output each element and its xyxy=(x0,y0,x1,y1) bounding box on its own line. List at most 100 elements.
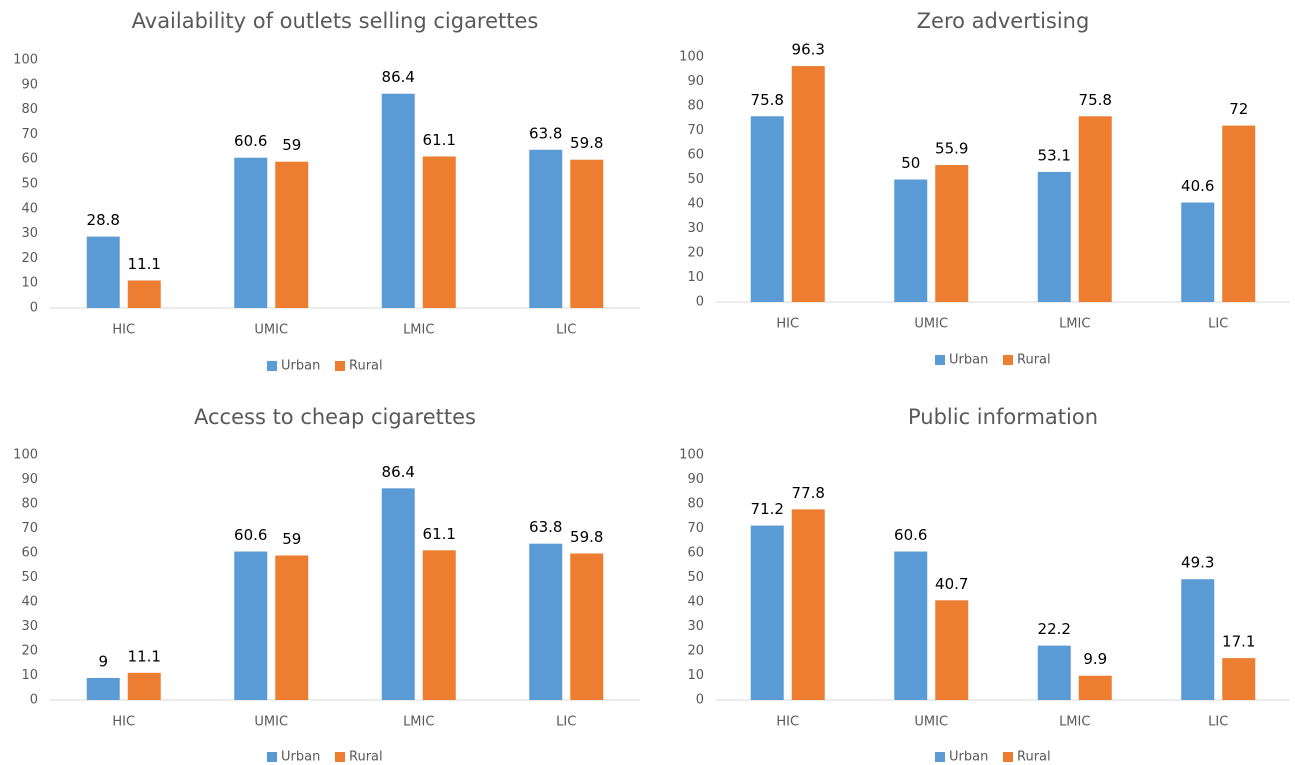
legend-swatch xyxy=(1003,355,1013,365)
legend-swatch xyxy=(267,752,277,762)
bar xyxy=(1078,675,1112,700)
y-tick-label: 100 xyxy=(13,53,38,68)
y-tick-label: 0 xyxy=(696,693,704,708)
bar xyxy=(86,677,120,700)
y-tick-label: 70 xyxy=(21,521,38,536)
bar xyxy=(935,600,969,700)
y-tick-label: 10 xyxy=(21,668,38,683)
bar xyxy=(894,179,928,302)
y-tick-label: 90 xyxy=(21,472,38,487)
y-tick-label: 50 xyxy=(21,177,38,192)
y-tick-label: 90 xyxy=(687,74,704,89)
y-tick-label: 100 xyxy=(13,448,38,463)
data-label: 60.6 xyxy=(234,132,267,150)
y-tick-label: 20 xyxy=(21,644,38,659)
bar xyxy=(791,66,825,302)
x-tick-label: LIC xyxy=(556,715,576,730)
y-tick-label: 60 xyxy=(687,546,704,561)
bar xyxy=(127,280,161,308)
y-tick-label: 40 xyxy=(687,197,704,212)
y-tick-label: 50 xyxy=(687,172,704,187)
legend-label: Urban xyxy=(281,359,320,374)
y-tick-label: 20 xyxy=(687,644,704,659)
bar xyxy=(1078,116,1112,302)
bar xyxy=(1181,579,1215,700)
data-label: 60.6 xyxy=(234,526,267,544)
bar xyxy=(1222,658,1256,700)
bar xyxy=(381,93,415,308)
data-label: 9 xyxy=(98,652,108,670)
x-tick-label: LIC xyxy=(1208,317,1228,332)
y-tick-label: 0 xyxy=(30,693,38,708)
data-label: 61.1 xyxy=(423,131,456,149)
data-label: 17.1 xyxy=(1222,633,1255,651)
y-tick-label: 80 xyxy=(21,102,38,117)
y-tick-label: 100 xyxy=(679,448,704,463)
legend-label: Urban xyxy=(281,750,320,765)
legend-label: Rural xyxy=(1017,353,1051,368)
chart-title: Zero advertising xyxy=(917,9,1090,33)
bar xyxy=(894,551,928,700)
legend-label: Urban xyxy=(949,750,988,765)
bar xyxy=(1181,202,1215,302)
legend-swatch xyxy=(935,752,945,762)
y-tick-label: 60 xyxy=(21,546,38,561)
x-tick-label: UMIC xyxy=(254,715,288,730)
legend-label: Rural xyxy=(349,359,383,374)
y-tick-label: 70 xyxy=(687,521,704,536)
x-tick-label: HIC xyxy=(112,323,135,338)
data-label: 72 xyxy=(1229,100,1248,118)
bar xyxy=(86,236,120,308)
data-label: 55.9 xyxy=(935,140,968,158)
data-label: 59.8 xyxy=(570,528,603,546)
x-tick-label: HIC xyxy=(112,715,135,730)
y-tick-label: 80 xyxy=(21,497,38,512)
bar xyxy=(275,555,309,700)
legend-label: Rural xyxy=(349,750,383,765)
data-label: 96.3 xyxy=(792,41,825,59)
data-label: 40.6 xyxy=(1181,177,1214,195)
y-tick-label: 50 xyxy=(687,570,704,585)
bar xyxy=(275,161,309,308)
x-tick-label: UMIC xyxy=(914,715,948,730)
data-label: 59 xyxy=(282,530,301,548)
legend-label: Rural xyxy=(1017,750,1051,765)
y-tick-label: 30 xyxy=(687,619,704,634)
y-tick-label: 50 xyxy=(21,570,38,585)
data-label: 61.1 xyxy=(423,525,456,543)
bar xyxy=(935,165,969,302)
y-tick-label: 0 xyxy=(30,301,38,316)
bar xyxy=(529,543,563,700)
y-tick-label: 0 xyxy=(696,295,704,310)
x-tick-label: LIC xyxy=(556,323,576,338)
x-tick-label: LMIC xyxy=(1059,317,1090,332)
y-tick-label: 20 xyxy=(21,251,38,266)
bar xyxy=(529,149,563,308)
bar xyxy=(1222,125,1256,302)
y-tick-label: 10 xyxy=(21,276,38,291)
y-tick-label: 90 xyxy=(21,77,38,92)
y-tick-label: 30 xyxy=(21,619,38,634)
y-tick-label: 30 xyxy=(21,226,38,241)
legend-swatch xyxy=(335,752,345,762)
y-tick-label: 40 xyxy=(21,201,38,216)
y-tick-label: 10 xyxy=(687,668,704,683)
legend-label: Urban xyxy=(949,353,988,368)
y-tick-label: 70 xyxy=(21,127,38,142)
x-tick-label: LMIC xyxy=(403,715,434,730)
data-label: 71.2 xyxy=(751,500,784,518)
data-label: 22.2 xyxy=(1038,620,1071,638)
bar xyxy=(127,672,161,700)
y-tick-label: 70 xyxy=(687,123,704,138)
x-tick-label: LIC xyxy=(1208,715,1228,730)
y-tick-label: 80 xyxy=(687,99,704,114)
data-label: 49.3 xyxy=(1181,554,1214,572)
legend-swatch xyxy=(335,361,345,371)
y-tick-label: 20 xyxy=(687,246,704,261)
y-tick-label: 60 xyxy=(21,152,38,167)
legend-swatch xyxy=(1003,752,1013,762)
bar xyxy=(570,553,604,700)
data-label: 59.8 xyxy=(570,134,603,152)
data-label: 59 xyxy=(282,136,301,154)
